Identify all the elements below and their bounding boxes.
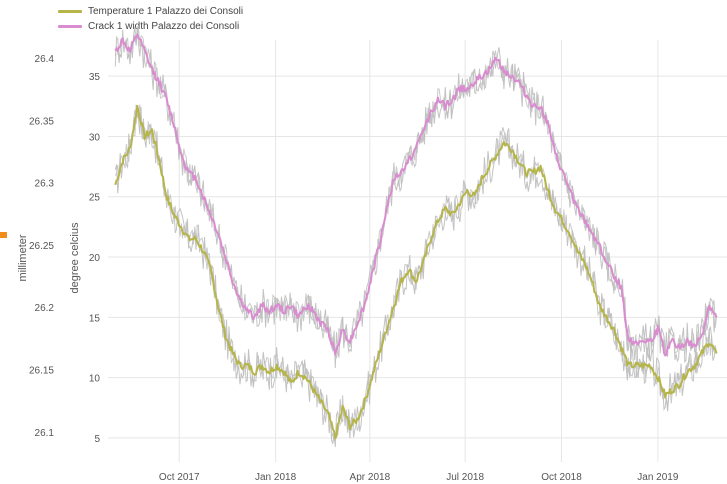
y2-tick-label: 26.15 xyxy=(29,366,54,377)
legend-item-temperature[interactable]: Temperature 1 Palazzo dei Consoli xyxy=(58,4,243,19)
legend-item-crack[interactable]: Crack 1 width Palazzo dei Consoli xyxy=(58,19,243,34)
series-noise-band xyxy=(114,104,717,442)
y-tick-label: 15 xyxy=(89,313,101,324)
x-tick-label: Oct 2017 xyxy=(159,472,200,483)
orange-marker xyxy=(0,232,7,238)
y-tick-label: 20 xyxy=(89,253,101,264)
series-line-crack xyxy=(114,33,718,357)
x-tick-label: Jan 2019 xyxy=(637,472,679,483)
y2-tick-label: 26.1 xyxy=(35,428,55,439)
legend-swatch-temperature xyxy=(58,10,82,13)
legend: Temperature 1 Palazzo dei Consoli Crack … xyxy=(58,4,243,34)
x-tick-label: Oct 2018 xyxy=(541,472,582,483)
y-axis-title: degree celcius xyxy=(69,222,81,293)
legend-label-temperature: Temperature 1 Palazzo dei Consoli xyxy=(88,6,244,17)
x-tick-label: Jul 2018 xyxy=(446,472,484,483)
y-tick-label: 30 xyxy=(89,132,101,143)
legend-swatch-crack xyxy=(58,25,82,28)
y2-tick-label: 26.4 xyxy=(35,54,55,65)
y2-tick-label: 26.35 xyxy=(29,116,54,127)
series-line-temperature xyxy=(114,104,718,440)
y2-tick-label: 26.25 xyxy=(29,241,54,252)
x-tick-label: Apr 2018 xyxy=(350,472,391,483)
y-tick-label: 5 xyxy=(94,434,100,445)
legend-label-crack: Crack 1 width Palazzo dei Consoli xyxy=(88,21,240,32)
y2-tick-label: 26.3 xyxy=(35,179,55,190)
series-noise-band xyxy=(114,104,717,448)
y-tick-label: 35 xyxy=(89,72,101,83)
y2-tick-label: 26.2 xyxy=(35,303,55,314)
y-tick-label: 10 xyxy=(89,374,101,385)
x-tick-label: Jan 2018 xyxy=(255,472,297,483)
y2-axis-title: millimeter xyxy=(17,234,29,281)
series-noise-band xyxy=(114,27,717,359)
y-tick-label: 25 xyxy=(89,193,101,204)
